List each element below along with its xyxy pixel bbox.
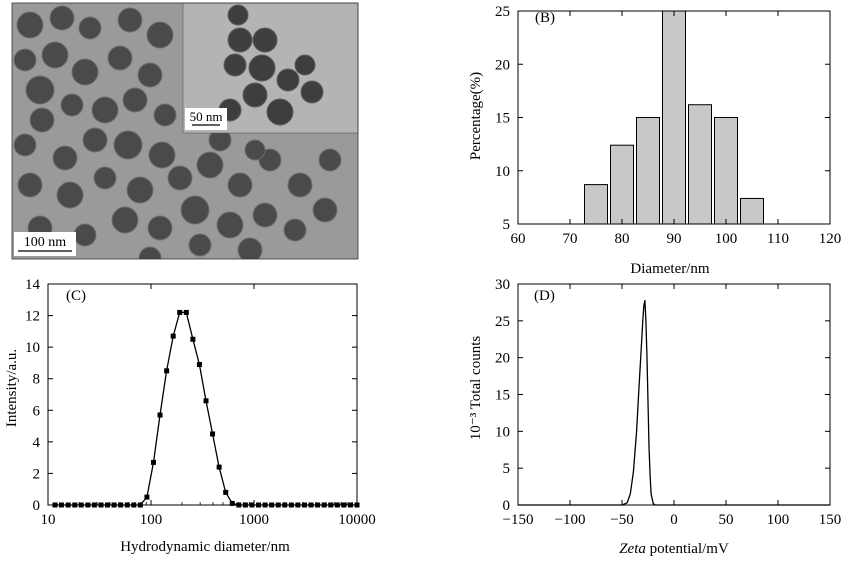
chart-d-series xyxy=(518,300,830,506)
chart-b-histogram: 60 70 80 90 100 110 120 5 10 15 20 25 (B) Diameter/… xyxy=(468,4,841,277)
chart-d-ytick-label: 20 xyxy=(495,351,510,367)
chart-c-panel-label: (C) xyxy=(66,288,86,304)
chart-c-ytick-label: 10 xyxy=(25,340,40,356)
chart-d-ylabel: 10⁻³ Total counts xyxy=(468,336,484,441)
chart-c-ytick-label: 14 xyxy=(25,277,41,293)
dls-point xyxy=(177,309,183,315)
chart-d-axes: −150 −100 −50 0 50 100 150 0 5 10 15 20 25 30 xyxy=(495,277,841,528)
dls-point xyxy=(223,489,229,495)
chart-d-ytick-label: 30 xyxy=(495,277,510,293)
chart-c-xlabel: Hydrodynamic diameter/nm xyxy=(120,539,290,555)
histogram-bar xyxy=(688,104,712,225)
histogram-bar xyxy=(714,117,738,225)
chart-b-ytick-label: 25 xyxy=(495,4,510,20)
chart-d-xtick-label: 150 xyxy=(819,512,842,528)
dls-point xyxy=(150,459,156,465)
chart-c-ytick-label: 2 xyxy=(33,466,41,482)
chart-c-ylabel: Intensity/a.u. xyxy=(4,349,20,427)
chart-b-xlabel: Diameter/nm xyxy=(630,261,709,277)
chart-b-ytick-label: 15 xyxy=(495,111,510,127)
chart-c-dls: 10 100 1000 10000 0 2 4 6 8 10 12 14 (C) Hydrodynam… xyxy=(4,277,376,555)
chart-b-xtick-label: 90 xyxy=(667,231,682,247)
dls-point xyxy=(210,431,216,437)
histogram-bar xyxy=(610,144,634,225)
chart-c-xtick-label: 10 xyxy=(41,512,56,528)
panel-a-micrograph: 50 nm 100 nm xyxy=(11,2,359,260)
histogram-bar xyxy=(636,117,660,225)
chart-d-ytick-label: 0 xyxy=(503,498,511,514)
dls-point xyxy=(203,398,209,404)
chart-b-ytick-label: 10 xyxy=(495,164,510,180)
chart-b-xtick-label: 100 xyxy=(715,231,738,247)
chart-c-ytick-label: 4 xyxy=(33,435,41,451)
chart-c-xtick-label: 1000 xyxy=(239,512,269,528)
chart-d-xtick-label: 100 xyxy=(767,512,790,528)
chart-c-ytick-label: 12 xyxy=(25,309,40,325)
chart-b-ytick-label: 20 xyxy=(495,57,510,73)
inset-scale-label: 50 nm xyxy=(190,109,223,124)
zeta-line xyxy=(518,300,830,506)
dls-point xyxy=(229,500,235,506)
tem-particles xyxy=(13,5,342,259)
dls-point xyxy=(196,362,202,368)
main-scale-box xyxy=(14,232,76,256)
dls-line xyxy=(55,311,357,506)
chart-c-xtick-label: 100 xyxy=(140,512,163,528)
chart-d-xtick-label: 50 xyxy=(719,512,734,528)
dls-point xyxy=(190,336,196,342)
chart-d-xtick-label: 0 xyxy=(670,512,678,528)
chart-b-bars xyxy=(584,10,764,225)
chart-c-frame xyxy=(47,283,358,506)
chart-c-ytick-label: 0 xyxy=(33,498,41,514)
chart-d-xlabel-rest: potential/mV xyxy=(646,541,729,557)
chart-d-ytick-label: 5 xyxy=(503,461,511,477)
chart-d-xtick-label: −50 xyxy=(610,512,633,528)
dls-point xyxy=(157,412,163,418)
dls-point xyxy=(164,368,170,374)
chart-c-ytick-label: 8 xyxy=(33,372,41,388)
histogram-bar xyxy=(662,10,686,225)
chart-d-xtick-label: −100 xyxy=(555,512,586,528)
dls-point xyxy=(216,464,222,470)
tem-inset-particles xyxy=(218,4,324,126)
chart-c-series xyxy=(52,309,360,508)
chart-b-ylabel: Percentage(%) xyxy=(468,72,484,160)
chart-b-ytick-label: 5 xyxy=(503,217,511,233)
chart-d-xtick-label: −150 xyxy=(503,512,534,528)
chart-d-xlabel: Zeta potential/mV xyxy=(619,541,729,557)
chart-d-ytick-label: 15 xyxy=(495,388,510,404)
chart-d-xlabel-italic: Zeta xyxy=(619,541,646,557)
chart-b-xtick-label: 60 xyxy=(511,231,526,247)
chart-b-panel-label: (B) xyxy=(535,10,555,26)
chart-b-xtick-label: 70 xyxy=(563,231,578,247)
histogram-bar xyxy=(584,184,608,225)
chart-d-frame xyxy=(517,283,831,506)
main-scale-label: 100 nm xyxy=(24,235,67,250)
chart-c-axes: 10 100 1000 10000 0 2 4 6 8 10 12 14 xyxy=(25,277,376,528)
dls-point xyxy=(144,494,150,500)
chart-d-panel-label: (D) xyxy=(534,288,555,304)
dls-point xyxy=(183,309,189,315)
chart-d-zeta: −150 −100 −50 0 50 100 150 0 5 10 15 20 25 30 (D) Zet… xyxy=(468,277,841,557)
histogram-bar xyxy=(740,197,764,225)
chart-b-axes: 60 70 80 90 100 110 120 5 10 15 20 25 xyxy=(495,4,841,247)
chart-c-ytick-label: 6 xyxy=(33,403,41,419)
chart-d-ytick-label: 10 xyxy=(495,424,510,440)
chart-d-ytick-label: 25 xyxy=(495,314,510,330)
chart-b-xtick-label: 120 xyxy=(819,231,842,247)
dls-point xyxy=(170,333,176,339)
chart-c-xtick-label: 10000 xyxy=(338,512,376,528)
chart-b-xtick-label: 110 xyxy=(767,231,789,247)
chart-b-xtick-label: 80 xyxy=(615,231,630,247)
